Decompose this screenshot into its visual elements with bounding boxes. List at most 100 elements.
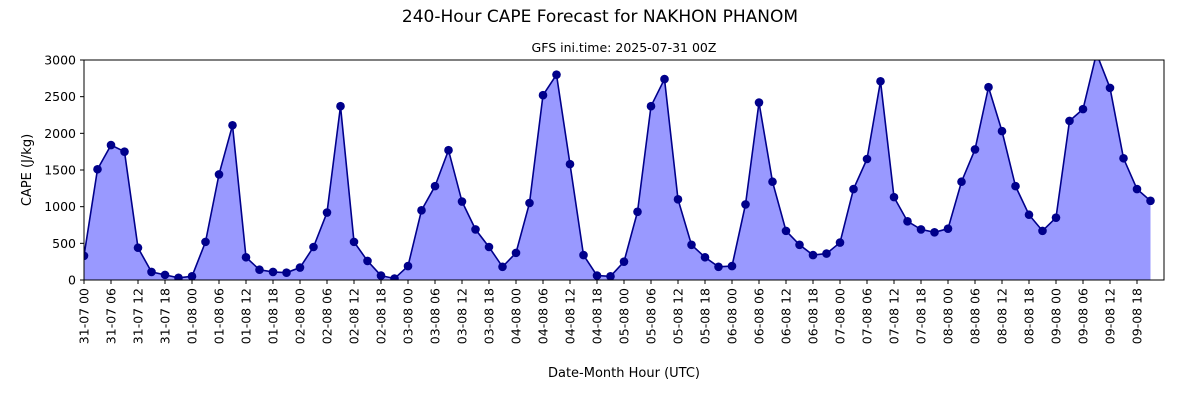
cape-point	[714, 262, 723, 272]
cape-point	[862, 154, 872, 164]
cape-point	[471, 225, 480, 234]
y-tick-label: 1500	[44, 163, 76, 178]
x-tick-label: 02-08 00	[293, 288, 308, 344]
x-tick-label: 31-07 00	[77, 288, 92, 344]
cape-point	[93, 164, 102, 174]
cape-point	[484, 242, 494, 252]
y-axis-label: CAPE (J/kg)	[20, 134, 35, 206]
cape-point	[930, 228, 939, 237]
cape-point	[187, 272, 197, 280]
cape-point	[255, 265, 264, 275]
cape-point	[174, 273, 183, 280]
cape-point	[1119, 153, 1128, 163]
cape-point	[781, 226, 791, 236]
cape-point	[997, 126, 1007, 136]
cape-point	[1132, 184, 1142, 194]
cape-point	[457, 197, 467, 206]
cape-point	[795, 240, 804, 250]
cape-point	[592, 271, 602, 280]
cape-point	[282, 268, 291, 277]
cape-point	[646, 101, 656, 111]
cape-point	[808, 250, 818, 260]
chart-subtitle: GFS ini.time: 2025-07-31 00Z	[532, 40, 717, 55]
x-tick-label: 31-07 18	[158, 288, 173, 344]
x-tick-label: 31-07 12	[131, 288, 146, 344]
cape-point	[700, 252, 710, 262]
x-tick-label: 06-08 00	[725, 288, 740, 344]
x-tick-label: 07-08 18	[914, 288, 929, 344]
cape-point	[444, 145, 453, 155]
cape-point	[741, 200, 750, 209]
x-tick-label: 06-08 06	[752, 288, 767, 344]
cape-point	[984, 82, 993, 92]
cape-point	[403, 261, 413, 271]
x-tick-label: 05-08 00	[617, 288, 632, 344]
y-tick-label: 500	[52, 236, 76, 251]
cape-point	[687, 240, 696, 250]
cape-point	[889, 192, 899, 202]
cape-point	[160, 270, 170, 280]
x-tick-label: 07-08 12	[887, 288, 902, 344]
cape-point	[903, 217, 912, 226]
cape-point	[349, 237, 359, 247]
cape-point	[970, 145, 980, 154]
cape-point	[363, 256, 372, 266]
cape-point	[241, 252, 251, 262]
x-tick-label: 04-08 12	[563, 288, 578, 344]
cape-point	[552, 70, 561, 79]
y-tick-label: 2000	[44, 126, 76, 141]
cape-point	[376, 271, 386, 280]
x-tick-label: 08-08 18	[1022, 288, 1037, 344]
x-tick-label: 04-08 18	[590, 288, 605, 344]
cape-point	[1051, 213, 1061, 222]
cape-point	[876, 76, 885, 86]
cape-point	[822, 249, 831, 258]
cape-point	[957, 177, 966, 187]
x-tick-label: 08-08 12	[995, 288, 1010, 344]
cape-point	[768, 177, 777, 187]
cape-point	[295, 263, 305, 272]
cape-point	[606, 272, 615, 280]
cape-point	[120, 147, 129, 156]
x-tick-label: 01-08 18	[266, 288, 281, 344]
cape-point	[1092, 49, 1101, 58]
x-tick-label: 06-08 12	[779, 288, 794, 344]
x-tick-label: 03-08 06	[428, 288, 443, 344]
cape-point	[579, 250, 588, 260]
y-tick-label: 1000	[44, 199, 76, 214]
x-tick-label: 01-08 06	[212, 288, 227, 344]
x-tick-label: 01-08 12	[239, 288, 254, 344]
cape-point	[268, 267, 278, 277]
cape-point	[1011, 181, 1020, 191]
x-axis-label: Date-Month Hour (UTC)	[548, 366, 700, 381]
cape-point	[430, 181, 440, 191]
x-tick-label: 08-08 06	[968, 288, 983, 344]
x-tick-label: 07-08 06	[860, 288, 875, 344]
cape-point	[390, 274, 399, 280]
x-tick-label: 03-08 00	[401, 288, 416, 344]
cape-point	[1078, 104, 1088, 114]
cape-point	[525, 198, 534, 208]
cape-point	[727, 261, 737, 271]
cape-point	[673, 195, 683, 204]
cape-point	[511, 248, 521, 258]
cape-point	[228, 120, 237, 130]
cape-point	[133, 243, 143, 253]
x-tick-label: 05-08 06	[644, 288, 659, 344]
cape-point	[633, 207, 642, 217]
y-tick-label: 2500	[44, 89, 76, 104]
cape-point	[147, 267, 156, 277]
cape-point	[619, 257, 629, 266]
cape-point	[309, 242, 318, 252]
cape-point	[916, 225, 926, 234]
x-tick-label: 05-08 12	[671, 288, 686, 344]
x-tick-label: 02-08 18	[374, 288, 389, 344]
y-tick-label: 0	[68, 273, 76, 288]
x-tick-label: 06-08 18	[806, 288, 821, 344]
cape-point	[322, 208, 332, 217]
x-tick-label: 05-08 18	[698, 288, 713, 344]
cape-point	[849, 184, 858, 194]
x-tick-label: 03-08 18	[482, 288, 497, 344]
